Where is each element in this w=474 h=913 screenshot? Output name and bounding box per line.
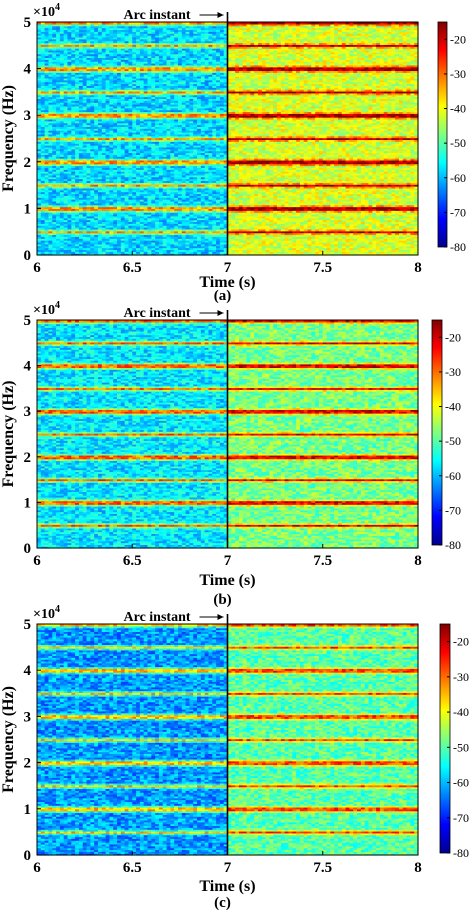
x-tick-label: 7.5 xyxy=(313,860,332,876)
y-tick-label: 2 xyxy=(24,756,32,772)
arc-instant-label: Arc instant xyxy=(124,8,191,23)
colorbar-gradient xyxy=(438,22,447,247)
y-tick-label: 5 xyxy=(24,617,32,633)
x-tick-label: 8 xyxy=(414,553,422,569)
colorbar-tick-label: -80 xyxy=(450,240,466,254)
y-multiplier: ×104 xyxy=(33,2,60,20)
x-tick-label: 8 xyxy=(414,260,422,276)
colorbar-gradient xyxy=(440,624,450,853)
spectrogram-panel: Arc instant 6 6.5 7 7.5 8 0 1 2 3 4 5×104 Time (s) Fr… xyxy=(0,300,461,608)
y-tick-label: 4 xyxy=(24,359,32,375)
y-tick-label: 0 xyxy=(24,248,32,264)
colorbar-gradient xyxy=(432,320,442,545)
y-tick-label: 1 xyxy=(24,201,32,217)
arc-instant-label: Arc instant xyxy=(124,306,191,321)
colorbar-tick-label: -20 xyxy=(450,32,466,46)
y-tick-label: 4 xyxy=(24,663,32,679)
x-tick-label: 6.5 xyxy=(123,553,142,569)
y-tick-label: 2 xyxy=(24,155,32,171)
x-tick-label: 6 xyxy=(33,860,41,876)
colorbar-tick-label: -30 xyxy=(453,670,469,684)
x-tick-label: 7 xyxy=(224,553,232,569)
arc-instant-arrowhead xyxy=(218,12,224,18)
colorbar-tick-label: -60 xyxy=(450,171,466,185)
y-tick-label: 5 xyxy=(24,313,32,329)
panel-label: (b) xyxy=(213,592,231,608)
panel-label: (c) xyxy=(214,895,231,911)
y-tick-label: 0 xyxy=(24,848,32,864)
panel-label: (a) xyxy=(214,288,232,304)
colorbar-tick-label: -30 xyxy=(450,67,466,81)
y-tick-label: 4 xyxy=(24,62,32,78)
x-tick-label: 8 xyxy=(414,860,422,876)
y-tick-label: 1 xyxy=(24,495,32,511)
arc-instant-label: Arc instant xyxy=(124,610,191,625)
colorbar-tick-label: -30 xyxy=(445,365,461,379)
x-tick-label: 6.5 xyxy=(123,260,142,276)
y-multiplier: ×104 xyxy=(33,300,60,318)
x-axis-label: Time (s) xyxy=(199,572,255,589)
colorbar-tick-label: -80 xyxy=(453,846,469,860)
colorbar-tick-label: -50 xyxy=(453,740,469,754)
y-axis-label: Frequency (Hz) xyxy=(0,381,17,488)
arc-instant-arrowhead xyxy=(218,310,224,316)
y-tick-label: 3 xyxy=(24,404,32,420)
colorbar-tick-label: -20 xyxy=(453,635,469,649)
colorbar-tick-label: -40 xyxy=(450,102,466,116)
y-multiplier: ×104 xyxy=(33,604,60,622)
colorbar-tick-label: -80 xyxy=(445,538,461,552)
y-axis-label: Frequency (Hz) xyxy=(0,686,17,793)
x-tick-label: 6 xyxy=(33,260,41,276)
colorbar-tick-label: -50 xyxy=(450,136,466,150)
colorbar: -20 -30 -40 -50 -60 -70 -80 xyxy=(440,624,469,860)
x-tick-label: 7.5 xyxy=(313,553,332,569)
colorbar-tick-label: -60 xyxy=(453,776,469,790)
x-tick-label: 6 xyxy=(33,553,41,569)
colorbar-tick-label: -60 xyxy=(445,469,461,483)
y-axis-label: Frequency (Hz) xyxy=(0,85,17,192)
y-tick-label: 5 xyxy=(24,15,32,31)
colorbar-tick-label: -20 xyxy=(445,330,461,344)
colorbar: -20 -30 -40 -50 -60 -70 -80 xyxy=(438,22,466,254)
x-tick-label: 7 xyxy=(224,860,232,876)
y-tick-label: 2 xyxy=(24,450,32,466)
y-tick-label: 0 xyxy=(24,541,32,557)
colorbar: -20 -30 -40 -50 -60 -70 -80 xyxy=(432,320,461,552)
arc-instant-arrowhead xyxy=(218,614,224,620)
colorbar-tick-label: -70 xyxy=(445,503,461,517)
colorbar-tick-label: -40 xyxy=(445,400,461,414)
y-tick-label: 3 xyxy=(24,709,32,725)
x-tick-label: 7.5 xyxy=(313,260,332,276)
y-tick-label: 3 xyxy=(24,108,32,124)
colorbar-tick-label: -50 xyxy=(445,434,461,448)
colorbar-tick-label: -70 xyxy=(450,205,466,219)
colorbar-tick-label: -40 xyxy=(453,705,469,719)
x-axis-label: Time (s) xyxy=(199,878,255,895)
x-tick-label: 6.5 xyxy=(123,860,142,876)
y-tick-label: 1 xyxy=(24,802,32,818)
spectrogram-panel: Arc instant 6 6.5 7 7.5 8 0 1 2 3 4 5×104 Time (s) Fr… xyxy=(0,604,469,911)
colorbar-tick-label: -70 xyxy=(453,811,469,825)
